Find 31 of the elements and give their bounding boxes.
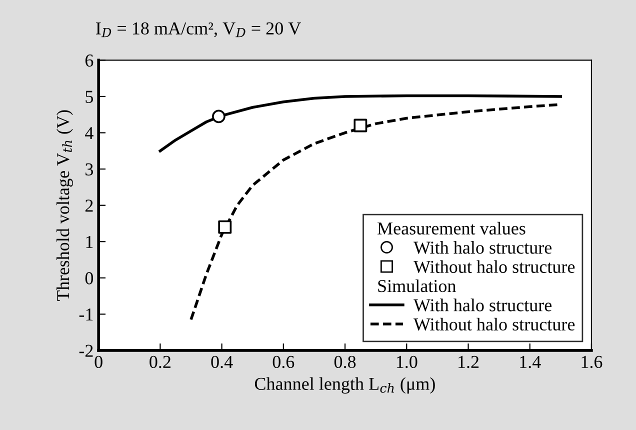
chart-title: I$_{D}$ = 18 mA/cm², V$_{D}$ = 20 V <box>96 22 301 38</box>
legend-label: Without halo structure <box>414 318 575 331</box>
point <box>212 110 226 124</box>
x-tick-label: 0.2 <box>150 356 170 368</box>
line-series <box>158 94 562 152</box>
y-tick-label: -1 <box>79 308 93 320</box>
x-tick-label: 0 <box>94 356 102 368</box>
x-tick-label: 1.2 <box>458 356 479 368</box>
y-tick-label: 3 <box>86 163 94 176</box>
annotation: Simulation <box>378 279 456 292</box>
x-tick-label: 0.6 <box>272 356 294 368</box>
annotation: Measurement values <box>378 222 526 235</box>
legend-label: With halo structure <box>414 241 552 254</box>
point <box>218 220 232 234</box>
y-tick-label: 4 <box>85 127 94 140</box>
y-tick-label: 2 <box>85 200 93 212</box>
y-tick-label: 1 <box>86 236 93 248</box>
y-tick-label: 6 <box>85 54 94 67</box>
y-tick-label: 0 <box>85 272 94 284</box>
point <box>354 118 368 132</box>
x-tick-label: 1.0 <box>396 356 418 368</box>
x-tick-label: 0.8 <box>334 356 356 368</box>
y-axis-title: Threshold voltage V$_{th}$ (V) <box>56 110 73 301</box>
x-tick-label: 0.4 <box>211 356 233 368</box>
legend-label: Without halo structure <box>414 260 575 274</box>
x-tick-label: 1.6 <box>582 356 602 368</box>
x-tick-label: 1.4 <box>520 356 541 368</box>
legend-label: With halo structure <box>414 298 552 312</box>
x-axis-title: Channel length L$_{ch}$ (μm) <box>254 377 435 394</box>
y-tick-label: -2 <box>79 344 93 357</box>
y-tick-label: 5 <box>86 90 94 103</box>
